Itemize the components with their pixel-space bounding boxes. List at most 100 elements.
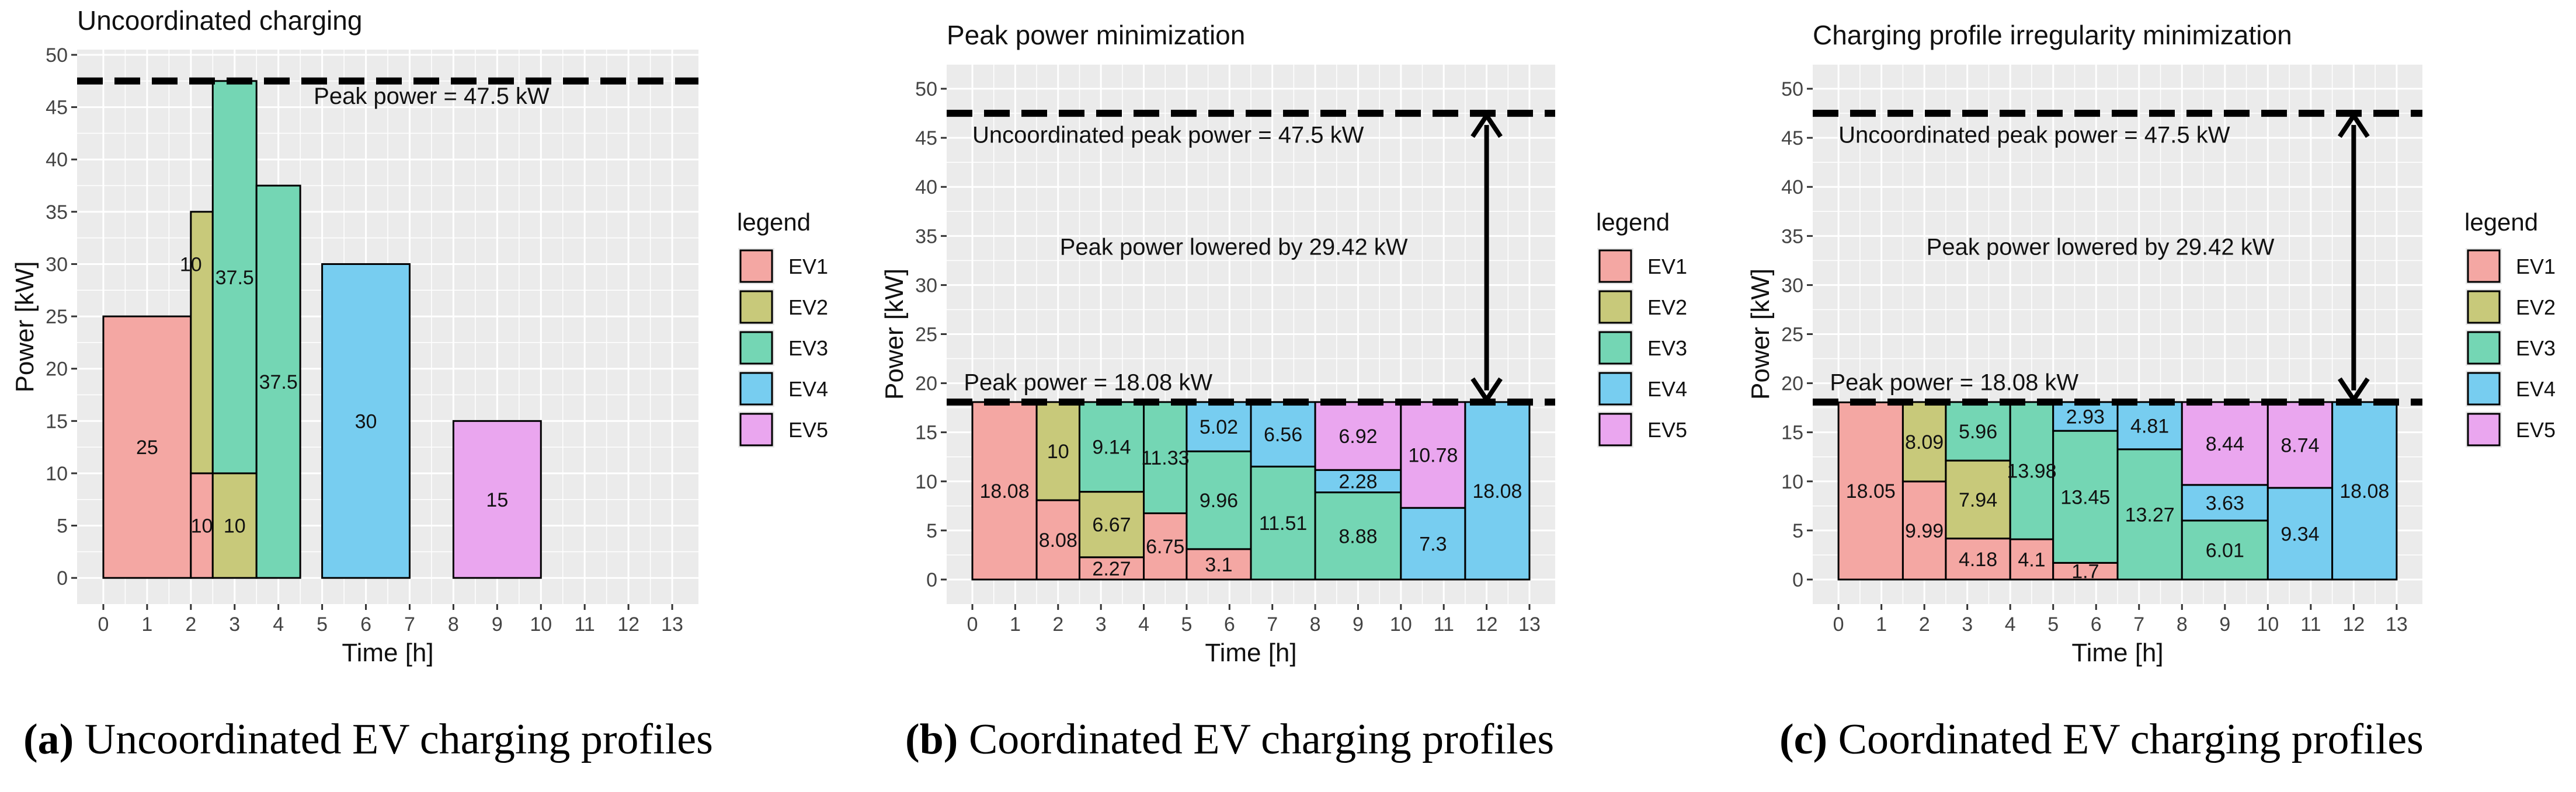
x-tick-label: 10 (2257, 613, 2279, 636)
bar-ev4 (2331, 401, 2398, 581)
bar-ev2 (190, 211, 214, 474)
bar-ev4 (1314, 469, 1402, 494)
legend-swatch-ev3 (2467, 331, 2501, 365)
y-tick-label: 40 (46, 149, 68, 171)
bar-value-label: 4.18 (1959, 549, 1997, 571)
bar-ev2 (1078, 491, 1145, 559)
bar-ev1 (102, 315, 192, 579)
uncoordinated-peak-label: Uncoordinated peak power = 47.5 kW (972, 123, 1364, 148)
y-tick-label: 15 (46, 410, 68, 432)
bar-ev4 (2116, 401, 2183, 451)
legend-swatch-ev1 (1598, 249, 1632, 283)
x-tick-label: 7 (404, 613, 415, 636)
legend-label-ev1: EV1 (1647, 254, 1687, 278)
x-tick-label: 0 (1833, 613, 1844, 636)
bar-ev4 (321, 263, 411, 579)
caption-b: (b) Coordinated EV charging profiles (905, 715, 1554, 779)
legend-title: legend (1596, 208, 1670, 236)
x-tick-label: 2 (1919, 613, 1930, 636)
y-tick-label: 25 (915, 324, 937, 346)
uncoordinated-peak-label: Uncoordinated peak power = 47.5 kW (1838, 123, 2230, 148)
y-tick-label: 25 (46, 306, 68, 328)
bar-value-label: 9.14 (1092, 437, 1131, 459)
legend-label-ev5: EV5 (788, 418, 828, 442)
reduction-arrow-head-bottom (1470, 377, 1503, 404)
bar-ev4 (1464, 401, 1531, 581)
chart-2: 18.088.08102.276.679.146.7511.333.19.965… (880, 20, 1687, 667)
x-tick-label: 11 (2300, 613, 2321, 636)
legend-swatch-ev5 (2467, 413, 2501, 446)
legend-title: legend (737, 208, 811, 236)
chart-title: Peak power minimization (947, 20, 1245, 50)
bar-ev3 (2009, 401, 2054, 540)
bar-value-label: 5.02 (1200, 416, 1238, 438)
bar-ev3 (1314, 491, 1402, 581)
bar-ev1 (1901, 480, 1947, 581)
x-tick-label: 9 (2219, 613, 2230, 636)
legend-swatch-ev5 (1598, 413, 1632, 446)
bar-ev1 (1035, 499, 1080, 581)
x-tick-label: 4 (1138, 613, 1149, 636)
x-tick-label: 3 (1096, 613, 1107, 636)
y-tick-label: 35 (46, 201, 68, 224)
bar-value-label: 25 (136, 437, 158, 459)
bar-value-label: 11.51 (1259, 512, 1308, 535)
x-tick-label: 8 (1310, 613, 1321, 636)
x-tick-label: 3 (1962, 613, 1973, 636)
bar-ev3 (1186, 450, 1252, 550)
x-tick-label: 6 (1224, 613, 1235, 636)
bar-ev1 (1945, 538, 2011, 581)
y-axis-title: Power [kW] (11, 261, 39, 393)
y-axis-title: Power [kW] (880, 268, 909, 400)
x-tick-label: 1 (1010, 613, 1021, 636)
y-tick-label: 5 (57, 515, 68, 538)
y-tick-label: 40 (1781, 176, 1803, 198)
chart-title: Charging profile irregularity minimizati… (1813, 20, 2292, 50)
legend-label-ev2: EV2 (1647, 295, 1687, 319)
x-tick-label: 9 (1353, 613, 1364, 636)
caption-c-text: Coordinated EV charging profiles (1838, 716, 2424, 763)
x-tick-label: 2 (185, 613, 196, 636)
y-tick-label: 0 (1792, 569, 1803, 591)
y-tick-label: 10 (1781, 471, 1803, 493)
y-tick-label: 25 (1781, 324, 1803, 346)
x-axis-title: Time [h] (2071, 639, 2163, 667)
legend-swatch-ev4 (2467, 372, 2501, 406)
bar-ev2 (1901, 401, 1947, 483)
legend-label-ev4: EV4 (788, 377, 828, 401)
legend-swatch-ev2 (739, 290, 773, 324)
x-tick-label: 4 (2005, 613, 2016, 636)
x-axis-title: Time [h] (1205, 639, 1296, 667)
bar-ev3 (211, 80, 258, 474)
bar-value-label: 30 (355, 410, 377, 432)
bar-ev5 (452, 420, 542, 579)
x-tick-label: 10 (530, 613, 552, 636)
reduction-label: Peak power lowered by 29.42 kW (1927, 234, 2275, 260)
bar-value-label: 3.1 (1205, 554, 1232, 576)
bar-ev3 (1250, 465, 1316, 581)
bar-value-label: 6.56 (1264, 424, 1302, 446)
caption-a-text: Uncoordinated EV charging profiles (84, 716, 713, 763)
y-tick-label: 0 (926, 569, 937, 591)
legend-swatch-ev4 (739, 372, 773, 406)
bar-value-label: 9.34 (2280, 523, 2319, 545)
legend-swatch-ev3 (739, 331, 773, 365)
y-tick-label: 5 (1792, 520, 1803, 542)
y-tick-label: 20 (46, 358, 68, 381)
bar-value-label: 8.08 (1039, 529, 1077, 552)
x-tick-label: 11 (575, 613, 595, 636)
caption-b-text: Coordinated EV charging profiles (968, 716, 1555, 763)
bar-value-label: 4.81 (2130, 415, 2169, 437)
bar-ev3 (1078, 401, 1145, 493)
x-tick-label: 11 (1434, 613, 1454, 636)
x-tick-label: 5 (2047, 613, 2059, 636)
bar-value-label: 6.01 (2206, 539, 2244, 561)
caption-c-tag: (c) (1779, 716, 1828, 763)
bar-value-label: 2.28 (1339, 470, 1377, 493)
y-tick-label: 30 (1781, 274, 1803, 296)
bar-value-label: 9.99 (1905, 520, 1944, 542)
bar-value-label: 37.5 (215, 267, 254, 289)
x-tick-label: 12 (1476, 613, 1498, 636)
bar-value-label: 18.08 (1472, 480, 1522, 503)
